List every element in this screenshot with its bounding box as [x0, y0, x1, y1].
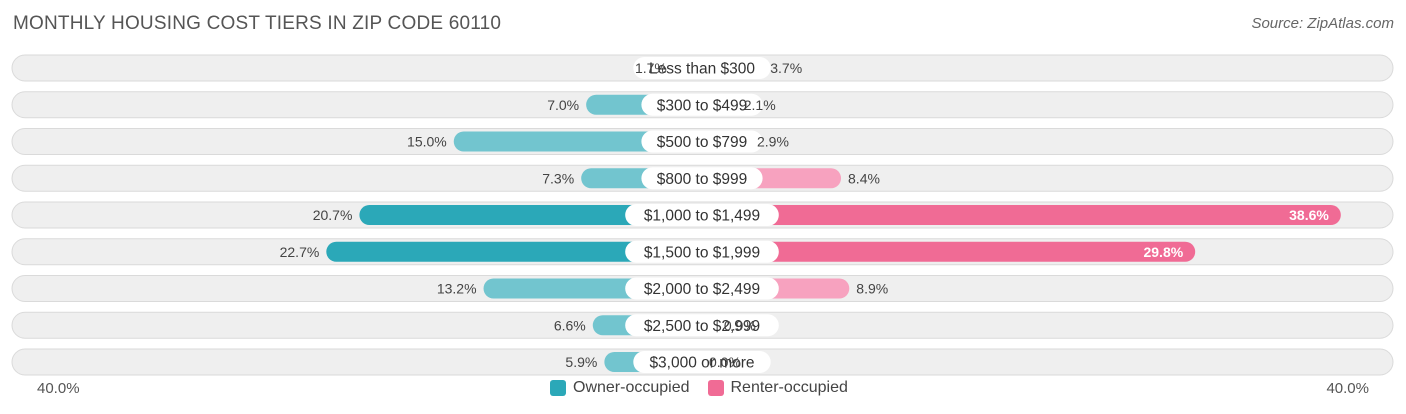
- value-label-renter: 8.4%: [848, 170, 880, 186]
- bar-renter: [702, 241, 1196, 262]
- legend-swatch-renter: [707, 380, 724, 396]
- value-label-renter: 2.9%: [757, 134, 789, 150]
- value-label-owner: 22.7%: [280, 244, 320, 260]
- value-label-renter: 0.0%: [709, 354, 741, 370]
- bar-owner: [326, 241, 702, 262]
- category-label: Less than $300: [649, 61, 755, 78]
- axis-left-label: 40.0%: [37, 380, 80, 397]
- category-label: $2,500 to $2,999: [644, 318, 760, 335]
- category-pill: [625, 240, 779, 263]
- category-pill: [641, 130, 763, 153]
- category-pill: [641, 167, 763, 190]
- legend-label-renter: Renter-occupied: [730, 379, 848, 396]
- category-label: $800 to $999: [657, 171, 748, 188]
- category-label: $3,000 or more: [649, 355, 754, 372]
- value-label-renter: 0.9%: [724, 317, 756, 333]
- legend-label-owner: Owner-occupied: [573, 379, 690, 396]
- legend-item-owner: Owner-occupied: [550, 379, 690, 397]
- value-label-renter: 29.8%: [1143, 244, 1183, 260]
- category-pill: [625, 277, 779, 300]
- chart-title: MONTHLY HOUSING COST TIERS IN ZIP CODE 6…: [13, 13, 502, 34]
- category-pill: [633, 351, 771, 373]
- category-pill: [625, 204, 779, 226]
- value-label-renter: 3.7%: [770, 60, 802, 76]
- legend: Owner-occupied Renter-occupied: [550, 379, 866, 397]
- value-label-owner: 13.2%: [437, 281, 477, 297]
- category-label: $500 to $799: [657, 134, 748, 151]
- legend-item-renter: Renter-occupied: [707, 379, 848, 397]
- value-label-owner: 1.7%: [635, 60, 667, 76]
- category-pill: [641, 93, 763, 116]
- bar-renter: [702, 205, 1341, 225]
- value-label-owner: 7.0%: [547, 97, 579, 113]
- value-label-renter: 8.9%: [856, 281, 888, 297]
- category-label: $300 to $499: [657, 97, 748, 114]
- category-pill: [633, 57, 771, 79]
- chart-source: Source: ZipAtlas.com: [1251, 15, 1394, 32]
- value-label-owner: 7.3%: [542, 170, 574, 186]
- legend-swatch-owner: [550, 380, 566, 396]
- value-label-owner: 5.9%: [565, 354, 597, 370]
- value-label-renter: 38.6%: [1289, 207, 1329, 223]
- bar-owner: [453, 131, 702, 152]
- category-label: $1,000 to $1,499: [644, 208, 760, 225]
- value-label-renter: 2.1%: [744, 97, 776, 113]
- bar-owner: [359, 205, 702, 225]
- value-label-owner: 20.7%: [313, 207, 353, 223]
- category-pill: [625, 314, 779, 337]
- axis-right-label: 40.0%: [1326, 380, 1369, 397]
- category-label: $1,500 to $1,999: [644, 244, 760, 261]
- category-label: $2,000 to $2,499: [644, 281, 760, 298]
- value-label-owner: 15.0%: [407, 134, 447, 150]
- value-label-owner: 6.6%: [554, 317, 586, 333]
